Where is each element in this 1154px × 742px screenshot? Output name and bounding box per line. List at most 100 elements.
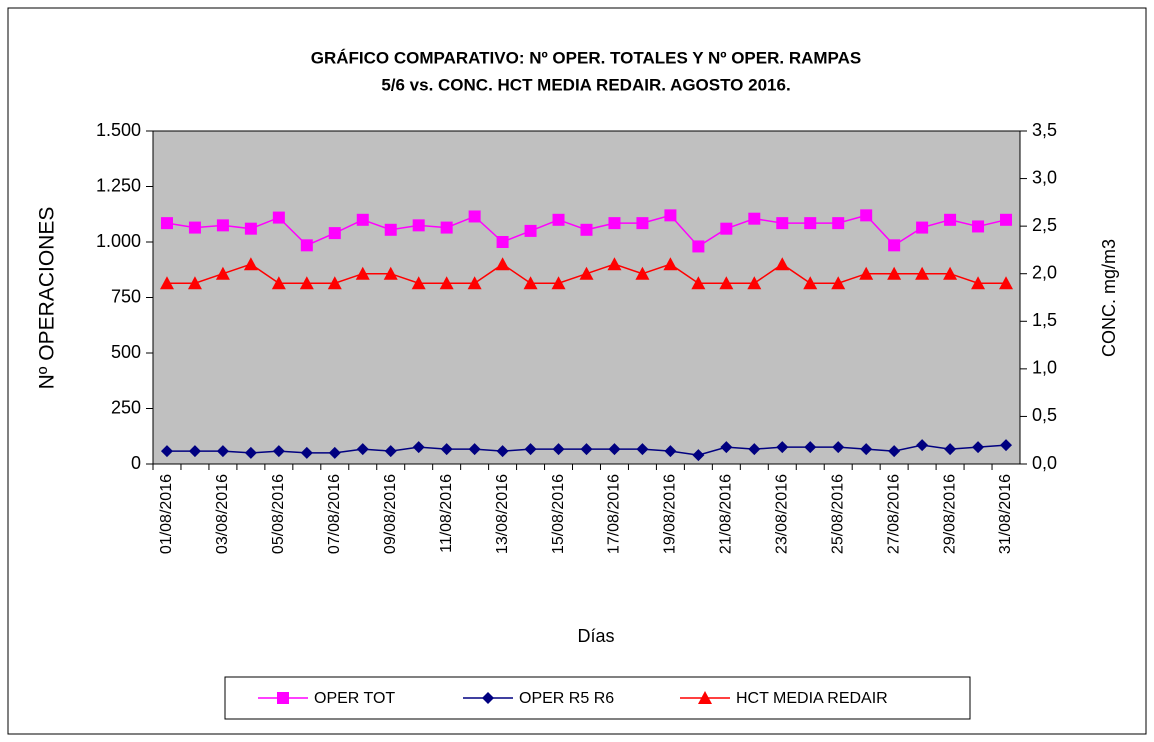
data-point <box>188 221 201 234</box>
x-tick-label: 03/08/2016 <box>214 474 231 554</box>
data-point <box>467 276 482 290</box>
y-axis-label: Nº OPERACIONES <box>36 207 59 390</box>
data-point <box>384 445 397 458</box>
legend-box <box>224 676 971 720</box>
data-point <box>663 257 678 271</box>
data-point <box>496 236 509 248</box>
data-point <box>440 443 453 456</box>
data-point <box>383 266 398 280</box>
x-tick-label: 15/08/2016 <box>550 474 567 554</box>
data-point <box>804 217 817 230</box>
data-point <box>664 209 677 222</box>
data-point <box>944 443 957 456</box>
y2-tick-label: 3,5 <box>1032 120 1057 140</box>
legend-label: OPER TOT <box>314 690 395 707</box>
data-point <box>495 257 510 271</box>
y2-tick-label: 2,5 <box>1032 215 1057 235</box>
data-point <box>187 276 202 290</box>
y2-tick-label: 0,5 <box>1032 405 1057 425</box>
y-tick-label: 1.500 <box>96 120 141 140</box>
x-tick-label: 07/08/2016 <box>326 474 343 554</box>
y2-tick-label: 1,0 <box>1032 358 1057 378</box>
x-tick-label: 17/08/2016 <box>606 474 623 554</box>
data-point <box>999 276 1014 290</box>
data-point <box>468 210 481 223</box>
data-point <box>859 266 874 280</box>
data-point <box>860 209 873 222</box>
data-point <box>971 276 986 290</box>
x-tick-label: 13/08/2016 <box>494 474 511 554</box>
data-point <box>412 441 425 454</box>
x-tick-label: 19/08/2016 <box>662 474 679 554</box>
data-point <box>552 213 565 226</box>
data-point <box>747 276 762 290</box>
data-point <box>412 219 425 232</box>
y-tick-label: 500 <box>111 342 141 362</box>
data-point <box>579 266 594 280</box>
data-point <box>916 439 929 452</box>
data-point <box>832 441 845 454</box>
y2-tick-label: 1,5 <box>1032 310 1057 330</box>
data-point <box>1000 213 1013 226</box>
data-point <box>635 266 650 280</box>
data-point <box>215 266 230 280</box>
data-point <box>552 443 565 456</box>
data-point <box>244 446 257 459</box>
data-point <box>888 445 901 458</box>
legend-marker <box>698 691 712 704</box>
legend-marker <box>277 692 289 704</box>
data-point <box>524 224 537 237</box>
data-point <box>243 257 258 271</box>
y-tick-label: 1.000 <box>96 231 141 251</box>
data-point <box>916 221 929 234</box>
data-point <box>691 276 706 290</box>
data-point <box>160 445 173 458</box>
data-point <box>608 217 621 230</box>
x-tick-label: 25/08/2016 <box>829 474 846 554</box>
x-tick-label: 01/08/2016 <box>158 474 175 554</box>
data-point <box>356 213 369 226</box>
data-point <box>720 222 733 235</box>
legend-label: HCT MEDIA REDAIR <box>736 690 888 707</box>
data-point <box>832 217 845 230</box>
data-point <box>860 443 873 456</box>
data-point <box>804 441 817 454</box>
data-point <box>972 441 985 454</box>
data-point <box>607 257 622 271</box>
data-point <box>160 217 173 230</box>
data-point <box>580 443 593 456</box>
data-point <box>887 266 902 280</box>
data-point <box>440 221 453 234</box>
data-point <box>551 276 566 290</box>
x-tick-label: 09/08/2016 <box>382 474 399 554</box>
y-tick-label: 250 <box>111 397 141 417</box>
data-point <box>580 223 593 236</box>
chart-title: 5/6 vs. CONC. HCT MEDIA REDAIR. AGOSTO 2… <box>381 75 790 94</box>
data-point <box>664 445 677 458</box>
data-point <box>216 219 229 232</box>
data-point <box>776 441 789 454</box>
data-point <box>608 443 621 456</box>
data-point <box>300 239 313 252</box>
data-point <box>272 211 285 224</box>
data-point <box>831 276 846 290</box>
data-point <box>468 443 481 456</box>
y-tick-label: 750 <box>111 286 141 306</box>
data-point <box>328 227 341 240</box>
data-point <box>216 445 229 458</box>
data-point <box>692 240 705 253</box>
data-point <box>328 446 341 459</box>
data-point <box>524 443 537 456</box>
plot-area <box>152 130 1021 465</box>
x-tick-label: 31/08/2016 <box>997 474 1014 554</box>
data-point <box>775 257 790 271</box>
y-tick-label: 1.250 <box>96 175 141 195</box>
data-point <box>915 266 930 280</box>
data-point <box>188 445 201 458</box>
data-point <box>1000 439 1013 452</box>
data-point <box>299 276 314 290</box>
data-point <box>523 276 538 290</box>
x-tick-label: 11/08/2016 <box>438 474 455 553</box>
x-tick-label: 21/08/2016 <box>718 474 735 554</box>
